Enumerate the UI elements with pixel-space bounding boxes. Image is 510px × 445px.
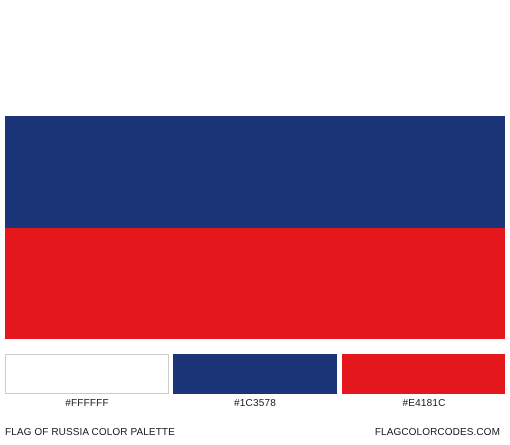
flag-stripe-white bbox=[5, 5, 505, 117]
color-palette bbox=[5, 354, 505, 394]
palette-caption: FLAG OF RUSSIA COLOR PALETTE bbox=[5, 427, 175, 438]
flag-stripe-blue bbox=[5, 116, 505, 228]
hex-code-blue: #1C3578 bbox=[234, 398, 276, 409]
swatch-white bbox=[5, 354, 169, 394]
flag-stripe-red bbox=[5, 227, 505, 339]
russia-flag bbox=[5, 5, 505, 339]
swatch-blue bbox=[173, 354, 337, 394]
hex-code-red: #E4181C bbox=[402, 398, 446, 409]
hex-code-white: #FFFFFF bbox=[65, 398, 109, 409]
swatch-red bbox=[342, 354, 505, 394]
site-name: FLAGCOLORCODES.COM bbox=[374, 427, 500, 438]
